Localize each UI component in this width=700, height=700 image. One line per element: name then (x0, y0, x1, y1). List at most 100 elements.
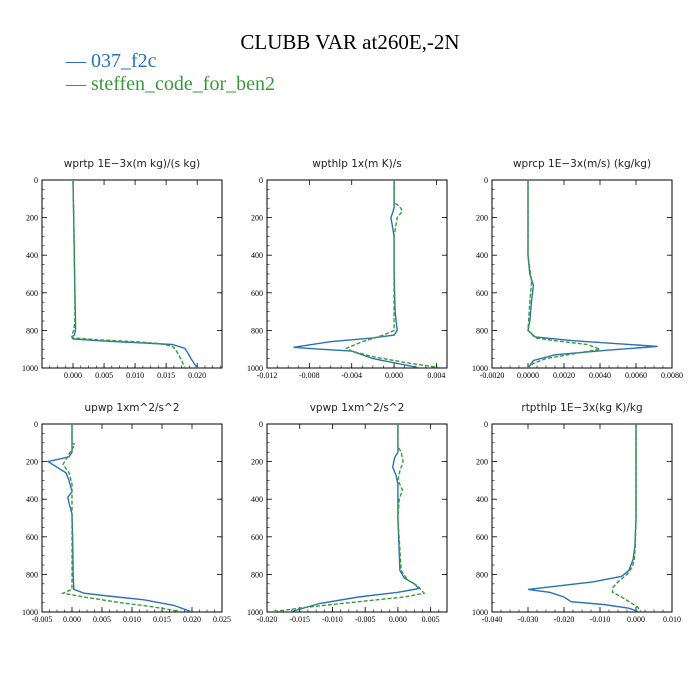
y-tick-label: 0 (34, 176, 38, 185)
y-tick-label: 200 (251, 214, 263, 223)
x-tick-label: 0.020 (183, 615, 201, 624)
y-tick-label: 800 (26, 326, 38, 335)
x-tick-label: 0.025 (213, 615, 231, 624)
series-line-037-f2c (46, 424, 193, 612)
x-tick-label: 0.000 (385, 371, 403, 380)
x-tick-label: -0.020 (554, 615, 575, 624)
subplot-title: wprtp 1E−3x(m kg)/(s kg) (64, 158, 201, 170)
series-line-steffen-code (527, 180, 603, 368)
x-tick-label: 0.010 (126, 371, 144, 380)
plot-frame (41, 423, 223, 613)
main-title: CLUBB VAR at260E,-2N (240, 30, 460, 54)
x-tick-label: 0.000 (64, 371, 82, 380)
y-tick-label: 800 (251, 570, 263, 579)
y-tick-label: 800 (26, 570, 38, 579)
y-tick-label: 600 (251, 533, 263, 542)
series-line-037-f2c (289, 424, 421, 612)
y-tick-label: 800 (476, 326, 488, 335)
y-tick-label: 600 (26, 289, 38, 298)
x-tick-label: -0.0020 (480, 371, 505, 380)
y-tick-label: 400 (26, 251, 38, 260)
subplot-title: upwp 1xm^2/s^2 (85, 402, 180, 414)
x-tick-label: -0.040 (482, 615, 503, 624)
y-tick-label: 1000 (247, 608, 263, 617)
x-tick-label: -0.005 (355, 615, 376, 624)
x-tick-label: -0.010 (590, 615, 611, 624)
y-tick-label: 400 (476, 495, 488, 504)
y-tick-label: 600 (476, 289, 488, 298)
series-line-steffen-code (344, 180, 442, 368)
x-tick-label: 0.010 (663, 615, 681, 624)
subplot-6: rtpthlp 1E−3x(kg K)/kg -0.040 -0.030 -0.020… (472, 402, 681, 624)
x-tick-label: 0.004 (427, 371, 445, 380)
y-tick-label: 400 (26, 495, 38, 504)
x-tick-label: 0.015 (153, 615, 171, 624)
x-tick-label: 0.005 (422, 615, 440, 624)
y-tick-label: 400 (251, 495, 263, 504)
y-tick-label: 200 (251, 458, 263, 467)
legend-entry-037-f2c: — 037_f2c (66, 50, 157, 72)
y-tick-label: 1000 (247, 364, 263, 373)
plot-frame (491, 179, 673, 369)
series-line-037-f2c (527, 424, 640, 612)
x-tick-label: -0.012 (257, 371, 278, 380)
y-tick-label: 600 (251, 289, 263, 298)
y-tick-label: 400 (251, 251, 263, 260)
x-tick-label: 0.0080 (661, 371, 683, 380)
y-tick-label: 600 (476, 533, 488, 542)
plot-frame (266, 423, 448, 613)
x-tick-label: 0.0040 (589, 371, 611, 380)
x-tick-label: 0.010 (123, 615, 141, 624)
subplot-title: wprcp 1E−3x(m/s) (kg/kg) (513, 158, 651, 170)
y-tick-label: 0 (484, 176, 488, 185)
y-tick-label: 1000 (472, 608, 488, 617)
subplot-5: vpwp 1xm^2/s^2 -0.020 -0.015 -0.010 -0.005 0.… (247, 402, 448, 624)
x-tick-label: 0.000 (627, 615, 645, 624)
series-line-steffen-code (71, 180, 186, 368)
plot-frame (41, 179, 223, 369)
subplot-4: upwp 1xm^2/s^2 -0.005 0.000 0.005 0.010 0.015… (22, 402, 231, 624)
series-line-steffen-code (60, 424, 184, 612)
subplot-1: wprtp 1E−3x(m kg)/(s kg) 0.000 0.005 0.010 0… (22, 158, 223, 380)
subplot-3: wprcp 1E−3x(m/s) (kg/kg) -0.0020 0.0000 0.0… (472, 158, 683, 380)
y-tick-label: 0 (259, 176, 263, 185)
y-tick-label: 800 (251, 326, 263, 335)
y-tick-label: 1000 (472, 364, 488, 373)
y-tick-label: 1000 (22, 608, 38, 617)
subplot-title: wpthlp 1x(m K)/s (312, 158, 402, 170)
y-tick-label: 0 (34, 420, 38, 429)
x-tick-label: -0.020 (257, 615, 278, 624)
subplot-2: wpthlp 1x(m K)/s -0.012 -0.008 -0.004 0.000 0… (247, 158, 448, 380)
x-tick-label: -0.010 (322, 615, 343, 624)
x-tick-label: 0.0000 (517, 371, 539, 380)
subplot-title: vpwp 1xm^2/s^2 (310, 402, 405, 414)
x-tick-label: 0.005 (93, 615, 111, 624)
series-line-steffen-code (270, 424, 426, 612)
y-tick-label: 0 (259, 420, 263, 429)
x-tick-label: -0.015 (289, 615, 310, 624)
series-line-037-f2c (293, 180, 421, 368)
x-tick-label: 0.000 (389, 615, 407, 624)
x-tick-label: -0.030 (518, 615, 539, 624)
subplot-title: rtpthlp 1E−3x(kg K)/kg (521, 402, 642, 414)
y-tick-label: 200 (26, 458, 38, 467)
y-tick-label: 200 (476, 214, 488, 223)
y-tick-label: 600 (26, 533, 38, 542)
x-tick-label: -0.004 (341, 371, 362, 380)
y-tick-label: 800 (476, 570, 488, 579)
y-tick-label: 0 (484, 420, 488, 429)
legend-entry-steffen-code: — steffen_code_for_ben2 (66, 73, 276, 95)
x-tick-label: -0.008 (299, 371, 320, 380)
x-tick-label: 0.020 (188, 371, 206, 380)
x-tick-label: 0.005 (95, 371, 113, 380)
y-tick-label: 1000 (22, 364, 38, 373)
y-tick-label: 200 (476, 458, 488, 467)
x-tick-label: 0.015 (157, 371, 175, 380)
series-line-037-f2c (527, 180, 658, 368)
x-tick-label: 0.0020 (553, 371, 575, 380)
y-tick-label: 400 (476, 251, 488, 260)
series-line-steffen-code (611, 424, 642, 612)
x-tick-label: 0.000 (63, 615, 81, 624)
x-tick-label: -0.005 (32, 615, 53, 624)
